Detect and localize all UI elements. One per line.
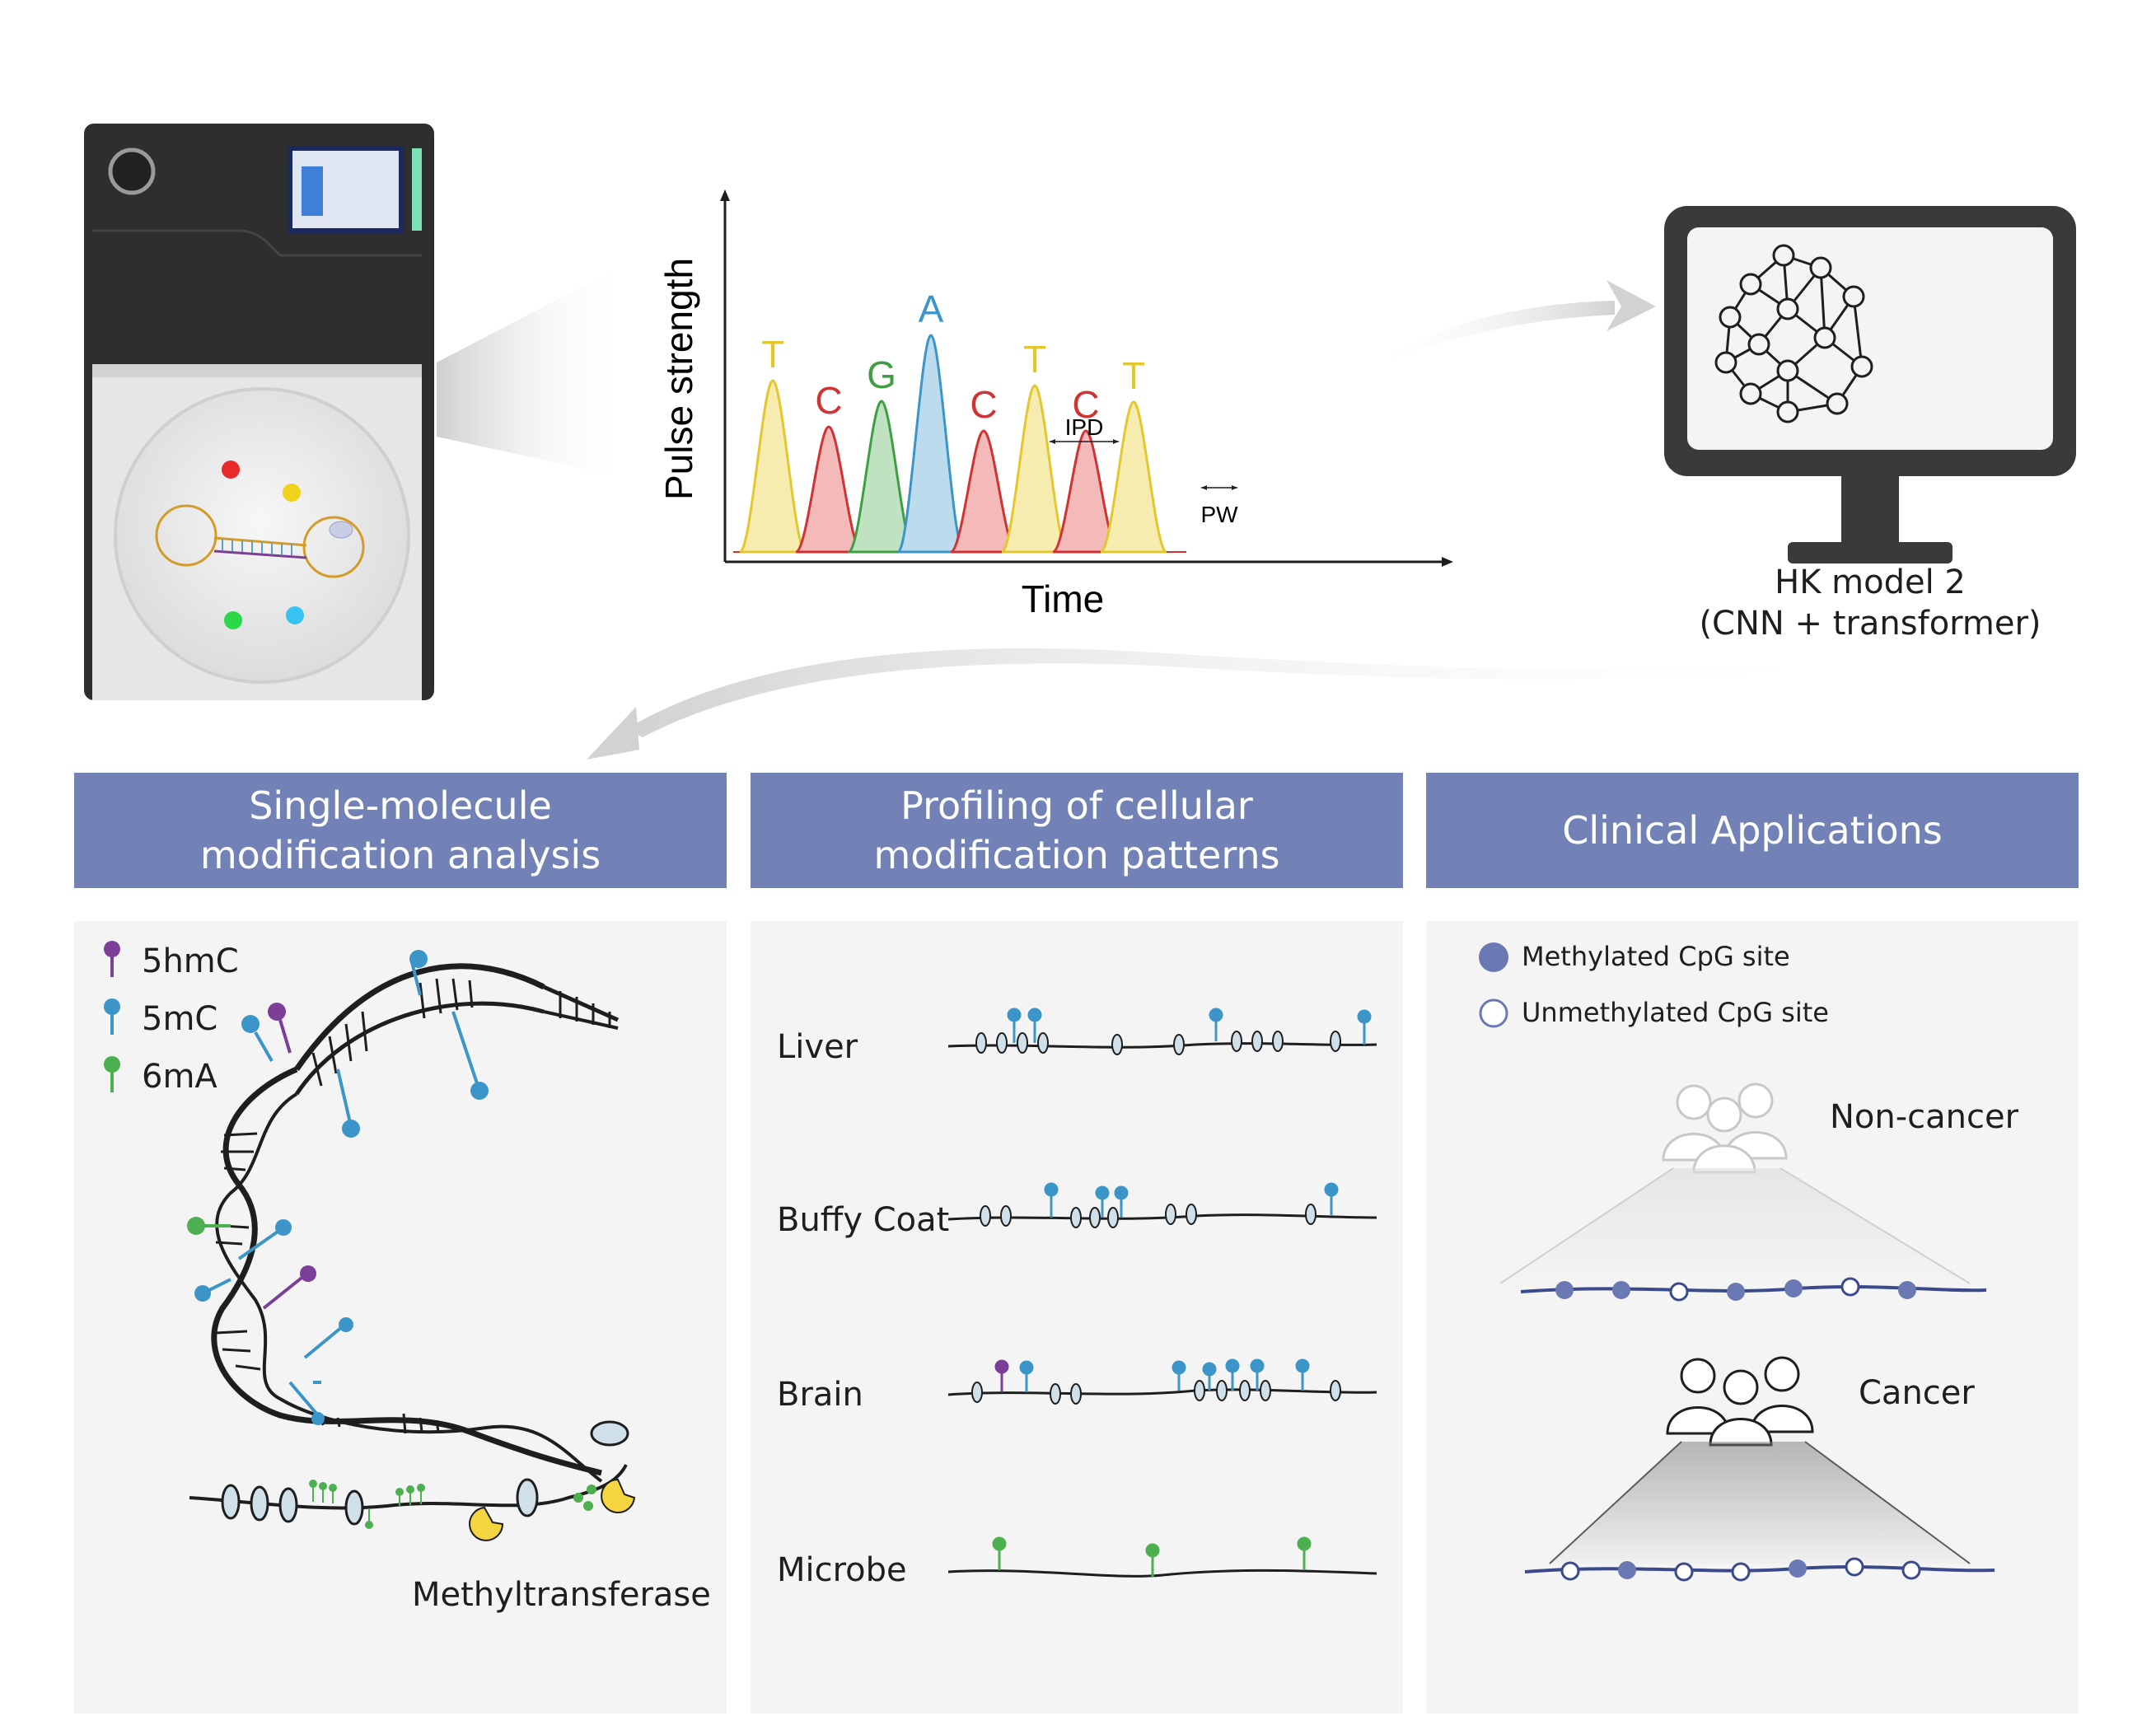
tissue-brain: Brain [777,1376,863,1414]
peak-base-label-2: G [867,353,896,396]
banner-profiling: Profiling of cellular modification patter… [751,773,1403,888]
non-cancer-label: Non-cancer [1830,1098,2019,1136]
methyltransferase-label: Methyltransferase [412,1576,711,1614]
peak-4 [950,429,1017,554]
unmethylated-legend-label: Unmethylated CpG site [1522,997,1829,1028]
peak-0 [738,379,807,554]
banner-single-molecule-line1: Single-molecule [249,783,552,828]
peak-base-label-3: A [919,288,944,330]
model-architecture: (CNN + transformer) [1699,605,2041,643]
neural-network-icon [1714,244,1873,423]
banner-clinical-title: Clinical Applications [1562,808,1943,853]
zoom-beam [437,264,626,478]
cancer-label: Cancer [1859,1374,1975,1412]
banner-clinical: Clinical Applications [1426,773,2079,888]
banner-profiling-line1: Profiling of cellular [900,783,1253,828]
peak-base-label-4: C [970,383,997,426]
peak-1 [795,425,863,554]
x-axis-label: Time [1022,577,1105,620]
cpg-strand-cancer [1524,1557,1995,1582]
strand-buffy-coat [947,1182,1377,1228]
banner-profiling-line2: modification patterns [873,833,1280,877]
peak-base-label-5: T [1023,338,1046,381]
tissue-liver: Liver [777,1028,858,1066]
banner-single-molecule: Single-molecule modification analysis [74,773,727,888]
peak-base-label-6: C [1072,383,1099,426]
panel-single-molecule: 5hmC 5mC 6mA [74,921,727,1714]
model-caption: HK model 2 (CNN + transformer) [1639,562,2101,644]
y-axis-label: Pulse strength [657,258,700,500]
panel-clinical: Methylated CpG site Unmethylated CpG sit… [1426,921,2079,1714]
cpg-strand-non-cancer [1520,1277,1987,1302]
strand-brain [947,1358,1377,1405]
legend-5hmc-label: 5hmC [142,942,239,980]
peak-7 [1099,400,1168,554]
ipd-label: IPD [1065,414,1104,440]
tissue-strands [947,1008,1377,1578]
people-cancer-icon [1666,1356,1814,1447]
methylated-legend-label: Methylated CpG site [1522,941,1790,972]
legend-5mc-label: 5mC [142,1000,218,1038]
strand-liver [947,1008,1377,1055]
arrow-to-analysis [587,648,1895,760]
methylated-marker-icon [1479,942,1508,972]
clinical-diagram [1499,1082,1995,1582]
arrow-to-model [1368,280,1656,371]
peak-base-label-0: T [761,333,784,376]
peak-3 [896,334,966,554]
peak-base-label-1: C [815,379,842,422]
pw-label: PW [1200,502,1238,527]
sequencer-device [82,124,437,708]
strand-microbe [947,1536,1377,1578]
unmethylated-marker-icon [1479,998,1508,1028]
legend-6ma-label: 6mA [142,1058,217,1096]
model-monitor [1664,206,2076,577]
peak-5 [1000,384,1069,554]
dna-helix-illustration [187,950,636,1541]
people-non-cancer-icon [1662,1082,1788,1174]
peak-base-label-7: T [1122,354,1145,397]
panel-profiling: Liver Buffy Coat Brain Microbe [751,921,1403,1714]
tissue-microbe: Microbe [777,1551,907,1589]
tissue-buffy-coat: Buffy Coat [777,1201,950,1239]
model-name: HK model 2 [1775,563,1966,601]
banner-single-molecule-line2: modification analysis [199,833,601,877]
